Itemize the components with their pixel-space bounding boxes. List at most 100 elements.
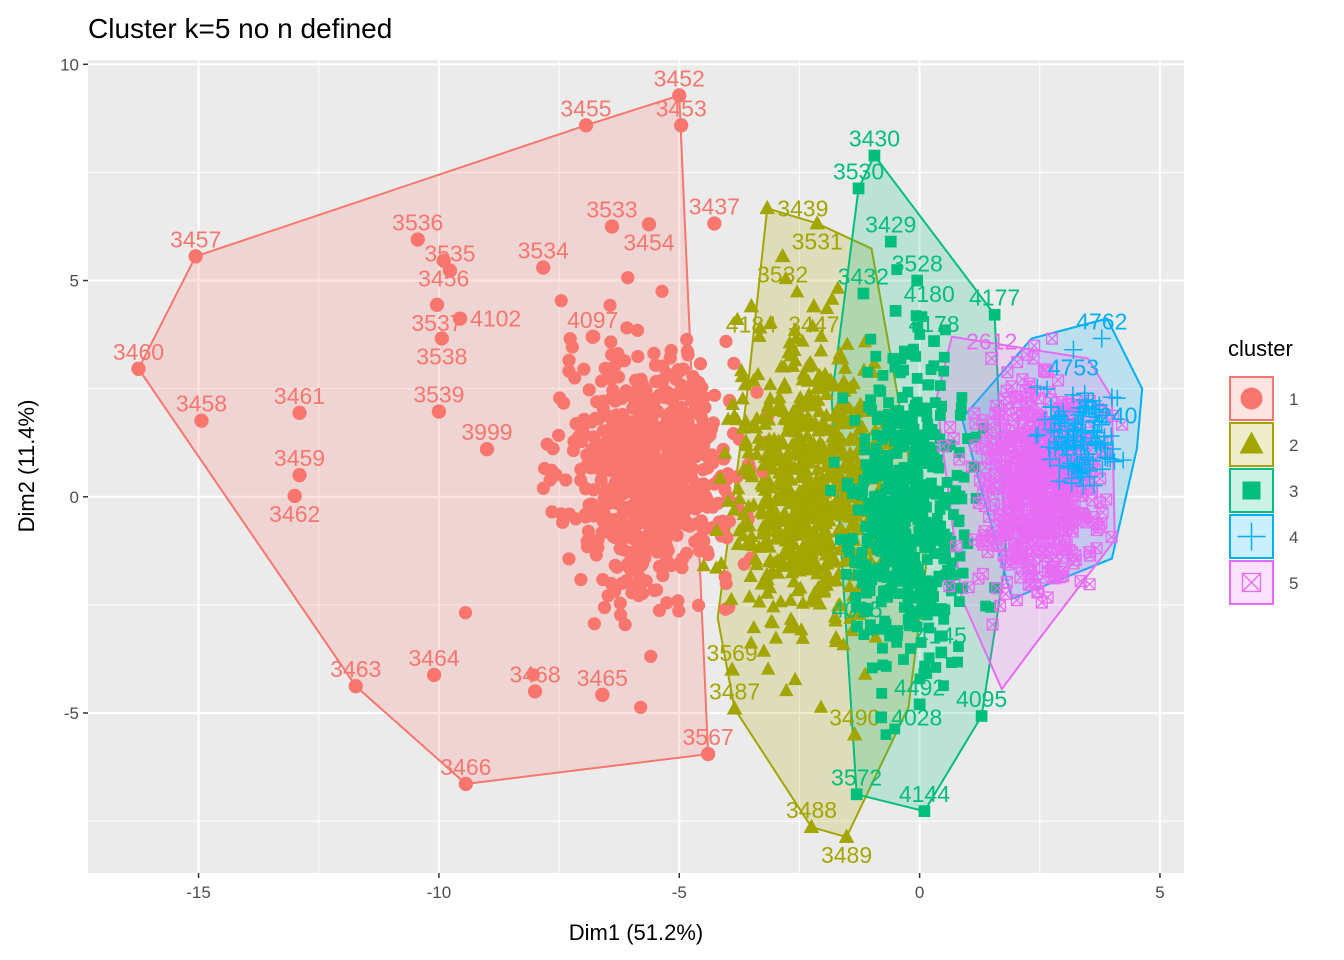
point-cluster-5 bbox=[1037, 546, 1050, 559]
point-cluster-1 bbox=[458, 606, 473, 620]
point-cluster-3 bbox=[962, 538, 974, 550]
point-cluster-3 bbox=[938, 365, 950, 377]
point-cluster-3 bbox=[852, 182, 865, 195]
point-cluster-5 bbox=[1024, 578, 1038, 591]
point-cluster-3 bbox=[865, 394, 876, 406]
point-cluster-1 bbox=[630, 390, 644, 404]
point-cluster-4 bbox=[1041, 450, 1059, 468]
point-cluster-1 bbox=[707, 216, 722, 231]
point-cluster-2 bbox=[756, 518, 771, 532]
point-cluster-5 bbox=[953, 453, 966, 466]
point-cluster-2 bbox=[787, 671, 803, 686]
point-cluster-2 bbox=[755, 478, 770, 493]
point-cluster-1 bbox=[612, 462, 626, 476]
point-cluster-1 bbox=[527, 684, 543, 699]
chart-title: Cluster k=5 no n defined bbox=[88, 13, 392, 44]
point-cluster-5 bbox=[993, 599, 1007, 612]
point-cluster-1 bbox=[131, 361, 146, 376]
point-cluster-5 bbox=[1068, 495, 1081, 508]
point-cluster-3 bbox=[877, 642, 888, 654]
point-cluster-4 bbox=[1095, 434, 1113, 452]
point-label: 3531 bbox=[792, 228, 843, 254]
point-cluster-3 bbox=[902, 571, 914, 583]
point-cluster-3 bbox=[873, 384, 885, 396]
point-cluster-2 bbox=[772, 390, 787, 404]
point-cluster-1 bbox=[585, 329, 600, 344]
point-cluster-3 bbox=[923, 622, 935, 634]
point-cluster-1 bbox=[655, 486, 669, 501]
point-label: 3528 bbox=[892, 251, 943, 277]
point-cluster-2 bbox=[760, 661, 776, 675]
point-cluster-2 bbox=[823, 441, 839, 455]
point-cluster-1 bbox=[656, 419, 670, 434]
point-cloud bbox=[458, 264, 1132, 741]
point-cluster-2 bbox=[752, 328, 767, 342]
point-cluster-1 bbox=[674, 458, 689, 473]
point-cluster-2 bbox=[749, 410, 765, 425]
point-cluster-3 bbox=[896, 509, 908, 521]
point-cluster-1 bbox=[660, 596, 674, 610]
point-cluster-1 bbox=[581, 449, 595, 464]
point-cluster-3 bbox=[941, 477, 953, 488]
point-cluster-3 bbox=[874, 530, 886, 542]
point-cluster-3 bbox=[849, 555, 861, 567]
point-cluster-5 bbox=[1060, 538, 1073, 551]
point-cluster-1 bbox=[604, 372, 619, 386]
point-label: 3432 bbox=[838, 264, 889, 290]
point-cluster-2 bbox=[709, 522, 724, 537]
point-cluster-2 bbox=[730, 481, 746, 495]
point-cluster-2 bbox=[843, 610, 858, 624]
point-cluster-3 bbox=[953, 447, 965, 458]
point-cluster-1 bbox=[656, 568, 670, 583]
point-cluster-1 bbox=[653, 504, 667, 519]
point-cluster-3 bbox=[925, 599, 937, 610]
point-cluster-3 bbox=[850, 788, 863, 801]
point-cluster-3 bbox=[931, 525, 943, 537]
point-cluster-3 bbox=[880, 470, 892, 481]
point-cluster-2 bbox=[783, 553, 799, 568]
point-cluster-4 bbox=[1061, 427, 1078, 445]
point-cluster-2 bbox=[783, 592, 798, 606]
point-cluster-3 bbox=[884, 585, 896, 597]
point-cluster-4 bbox=[1028, 378, 1046, 396]
point-cluster-3 bbox=[880, 484, 892, 495]
legend-item-3: 3 bbox=[1229, 468, 1298, 513]
legend-item-5: 5 bbox=[1229, 560, 1298, 605]
point-label: 4762 bbox=[1076, 308, 1127, 334]
point-cluster-3 bbox=[880, 505, 892, 517]
point-cluster-5 bbox=[1003, 475, 1016, 488]
point-cluster-3 bbox=[918, 805, 931, 818]
x-tick-label: 5 bbox=[1155, 883, 1164, 902]
point-cluster-3 bbox=[902, 511, 914, 523]
point-cluster-5 bbox=[1105, 530, 1118, 543]
legend: cluster 1 2 3 4 5 bbox=[1228, 336, 1298, 605]
point-cluster-4 bbox=[1084, 422, 1102, 440]
point-cluster-3 bbox=[889, 480, 901, 491]
point-cluster-3 bbox=[968, 461, 980, 473]
point-cluster-4 bbox=[1102, 427, 1120, 445]
point-cluster-1 bbox=[647, 346, 661, 360]
point-cluster-3 bbox=[856, 558, 868, 570]
point-cluster-3 bbox=[880, 661, 892, 672]
point-cluster-1 bbox=[442, 263, 458, 278]
point-label: 3466 bbox=[440, 754, 491, 780]
point-cluster-3 bbox=[871, 458, 883, 470]
point-cluster-3 bbox=[938, 613, 950, 625]
point-cluster-5 bbox=[1069, 549, 1082, 562]
point-cluster-5 bbox=[1010, 431, 1023, 444]
point-cluster-1 bbox=[658, 461, 672, 476]
point-cluster-5 bbox=[1016, 487, 1029, 500]
point-cluster-3 bbox=[938, 553, 950, 565]
point-cluster-2 bbox=[834, 351, 850, 365]
point-cluster-2 bbox=[743, 568, 758, 582]
point-cluster-4 bbox=[1104, 440, 1122, 458]
point-cluster-4 bbox=[1038, 380, 1056, 398]
x-tick-label: -15 bbox=[186, 883, 211, 902]
point-cluster-2 bbox=[760, 398, 776, 412]
point-cluster-3 bbox=[906, 414, 918, 425]
point-cluster-2 bbox=[778, 380, 793, 394]
point-cluster-1 bbox=[578, 507, 593, 521]
point-cluster-2 bbox=[748, 551, 763, 566]
point-cluster-3 bbox=[938, 491, 950, 503]
point-cluster-2 bbox=[744, 469, 760, 483]
